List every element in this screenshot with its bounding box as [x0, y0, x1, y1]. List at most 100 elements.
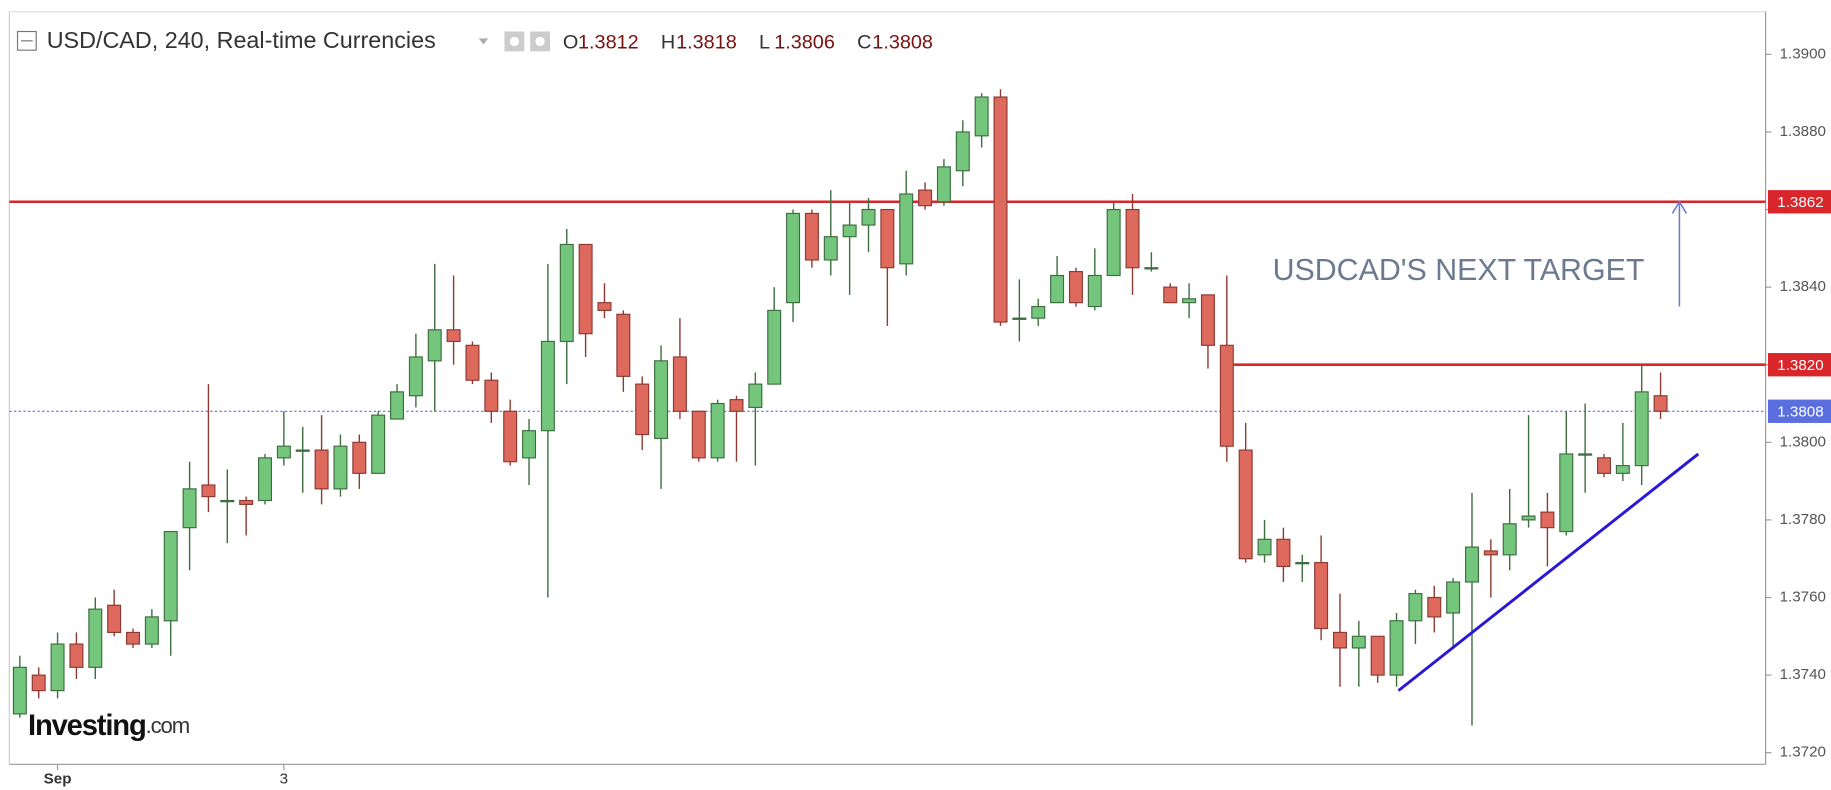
y-tick-label: 1.3760 — [1780, 589, 1826, 606]
candle-body — [1540, 511, 1555, 529]
candle-body — [880, 208, 895, 269]
candle-body — [201, 484, 216, 498]
candle-body — [955, 131, 970, 172]
candle-body — [484, 379, 499, 412]
candle-body — [69, 643, 84, 668]
y-tick-label: 1.3780 — [1780, 511, 1826, 528]
candle-body — [654, 360, 669, 440]
candle-body — [427, 329, 442, 362]
candle-body — [861, 208, 876, 226]
candle-body — [1295, 562, 1310, 565]
y-tick-label: 1.3720 — [1780, 744, 1826, 761]
candle-body — [31, 674, 46, 692]
candle-body — [1351, 635, 1366, 649]
candle-body — [1578, 453, 1593, 456]
y-tick-label: 1.3880 — [1780, 123, 1826, 140]
candle-body — [918, 189, 933, 207]
x-tick-label: Sep — [44, 771, 72, 788]
candle-body — [352, 441, 367, 474]
candle-body — [333, 445, 348, 490]
candle-body — [691, 410, 706, 459]
candle-body — [1182, 298, 1197, 304]
candle-body — [182, 488, 197, 529]
candle-body — [1031, 305, 1046, 319]
candle-body — [1219, 344, 1234, 447]
candle-body — [163, 530, 178, 622]
candle-body — [1615, 465, 1630, 474]
ohlc-label: L — [759, 31, 770, 53]
candle-body — [503, 410, 518, 463]
candle-body — [295, 449, 310, 452]
candle-body — [559, 243, 574, 343]
chart-title: USD/CAD, 240, Real-time Currencies — [47, 27, 436, 53]
ohlc-value: 1.3806 — [774, 31, 835, 53]
candle-body — [842, 224, 857, 238]
candle-body — [522, 430, 537, 459]
dropdown-icon[interactable] — [478, 38, 489, 45]
candle-body — [616, 313, 631, 377]
candle-body — [1389, 620, 1404, 676]
candle-body — [1408, 593, 1423, 622]
candle-body — [314, 449, 329, 490]
candle-body — [88, 608, 103, 668]
candle-body — [540, 340, 555, 432]
candle-body — [220, 499, 235, 503]
candle-body — [1596, 457, 1611, 474]
candle-body — [239, 499, 254, 505]
candle-body — [899, 193, 914, 265]
candle-body — [1464, 546, 1479, 583]
price-label: 1.3862 — [1777, 194, 1823, 211]
collapse-icon[interactable] — [16, 30, 37, 51]
candle-body — [408, 356, 423, 397]
candle-body — [1332, 631, 1347, 649]
x-tick-label: 3 — [280, 771, 288, 788]
candle-body — [748, 383, 763, 408]
candle-body — [1483, 550, 1498, 556]
candle-body — [390, 391, 405, 420]
brand-main: Investing — [28, 710, 146, 742]
price-label: 1.3820 — [1777, 357, 1823, 374]
candle-body — [1087, 274, 1102, 308]
y-tick-label: 1.3840 — [1780, 278, 1826, 295]
price-label-box — [1767, 190, 1831, 214]
candle-body — [578, 243, 593, 335]
candle-body — [1106, 208, 1121, 277]
candle-body — [597, 302, 612, 311]
ohlc-value: 1.3812 — [578, 31, 639, 53]
ohlc-value: 1.3808 — [872, 31, 933, 53]
candle-body — [1163, 286, 1178, 304]
candle-body — [936, 166, 951, 203]
candle-body — [1653, 395, 1668, 412]
candle-body — [1634, 391, 1649, 467]
price-label: 1.3808 — [1777, 403, 1823, 420]
candle-body — [276, 445, 291, 459]
y-tick-label: 1.3800 — [1780, 433, 1826, 450]
eye-icon-dot — [509, 36, 520, 47]
candle-body — [107, 604, 122, 634]
candle-body — [371, 414, 386, 474]
candle-body — [1314, 562, 1329, 630]
candle-body — [1370, 635, 1385, 676]
candle-body — [1502, 523, 1517, 556]
candle-body — [1238, 449, 1253, 560]
trendline — [1397, 452, 1700, 692]
candle-body — [1144, 267, 1159, 270]
brand-suffix: .com — [146, 713, 189, 738]
candle-body — [993, 96, 1008, 323]
ohlc-label: O — [563, 31, 578, 53]
candle-body — [1068, 271, 1083, 304]
candle-body — [786, 212, 801, 304]
candle-body — [1427, 596, 1442, 618]
candle-body — [12, 666, 27, 715]
price-label-box — [1767, 399, 1831, 423]
y-tick-label: 1.3900 — [1780, 45, 1826, 62]
candle-body — [672, 356, 687, 412]
price-label-box — [1767, 353, 1831, 377]
candle-body — [1050, 274, 1065, 304]
candle-body — [974, 96, 989, 137]
candle-body — [710, 402, 725, 459]
candle-body — [258, 457, 273, 502]
candle-body — [767, 309, 782, 385]
annotation: USDCAD'S NEXT TARGET — [1273, 254, 1645, 287]
